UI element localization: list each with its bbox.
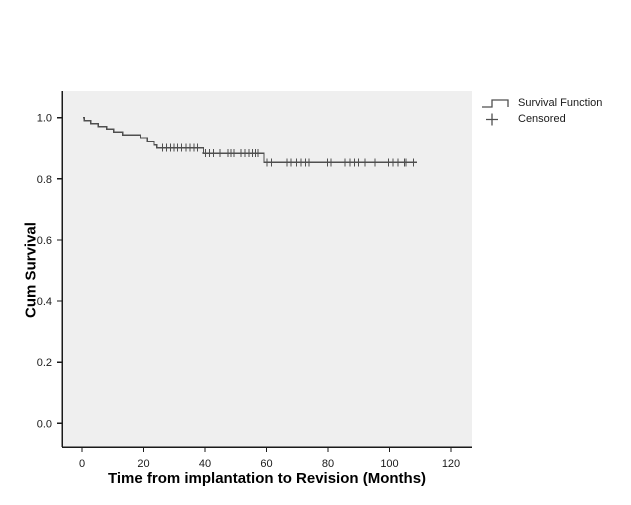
x-axis-title: Time from implantation to Revision (Mont… [107, 470, 427, 487]
survival-step-line-icon [482, 99, 509, 108]
x-tick-label: 40 [199, 458, 211, 470]
censor-mark [216, 149, 224, 158]
censor-mark [305, 158, 313, 167]
y-tick-label: 0.4 [37, 296, 52, 308]
y-tick-label: 0.8 [37, 174, 52, 186]
censor-mark [230, 149, 238, 158]
censor-mark [361, 158, 369, 167]
legend-label-survival-function: Survival Function [518, 97, 603, 109]
censor-mark [327, 158, 335, 167]
censor-mark [268, 158, 276, 167]
y-tick-label: 0.0 [37, 418, 52, 430]
censor-mark [354, 158, 362, 167]
y-tick-label: 0.6 [37, 235, 52, 247]
legend-item-survival-function: Survival Function [481, 95, 602, 111]
censor-mark [194, 143, 202, 152]
x-tick-label: 0 [79, 458, 85, 470]
x-tick-label: 120 [442, 458, 460, 470]
legend-item-censored: Censored [481, 111, 602, 127]
legend-label-censored: Censored [518, 113, 566, 125]
x-tick-label: 80 [322, 458, 334, 470]
censor-mark [209, 149, 217, 158]
censor-mark [371, 158, 379, 167]
x-tick-label: 60 [260, 458, 272, 470]
censor-mark [410, 158, 417, 167]
x-tick-label: 100 [380, 458, 398, 470]
chart-legend: Survival Function Censored [481, 95, 602, 127]
y-axis-title: Cum Survival [22, 222, 40, 318]
censor-mark [254, 149, 262, 158]
y-tick-label: 0.2 [37, 357, 52, 369]
x-tick-label: 20 [137, 458, 149, 470]
censor-mark [394, 158, 402, 167]
plot-background [62, 91, 472, 447]
censor-mark [402, 158, 410, 167]
censored-plus-icon [486, 113, 498, 125]
y-tick-label: 1.0 [37, 113, 52, 125]
